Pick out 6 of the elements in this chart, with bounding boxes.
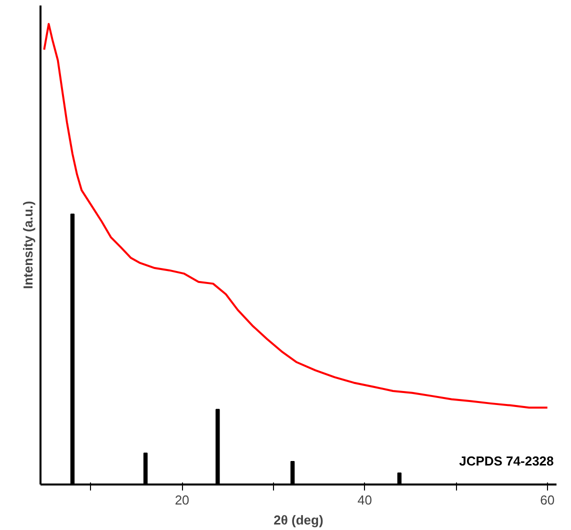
x-axis-title: 2θ (deg) <box>274 512 324 528</box>
y-axis-title: Intensity (a.u.) <box>20 200 36 290</box>
x-tick-label: 40 <box>357 492 372 508</box>
text: JCPDS 74-2328 <box>459 453 554 468</box>
x-tick-label: 20 <box>174 492 190 508</box>
x-tick-label: 60 <box>540 492 555 508</box>
